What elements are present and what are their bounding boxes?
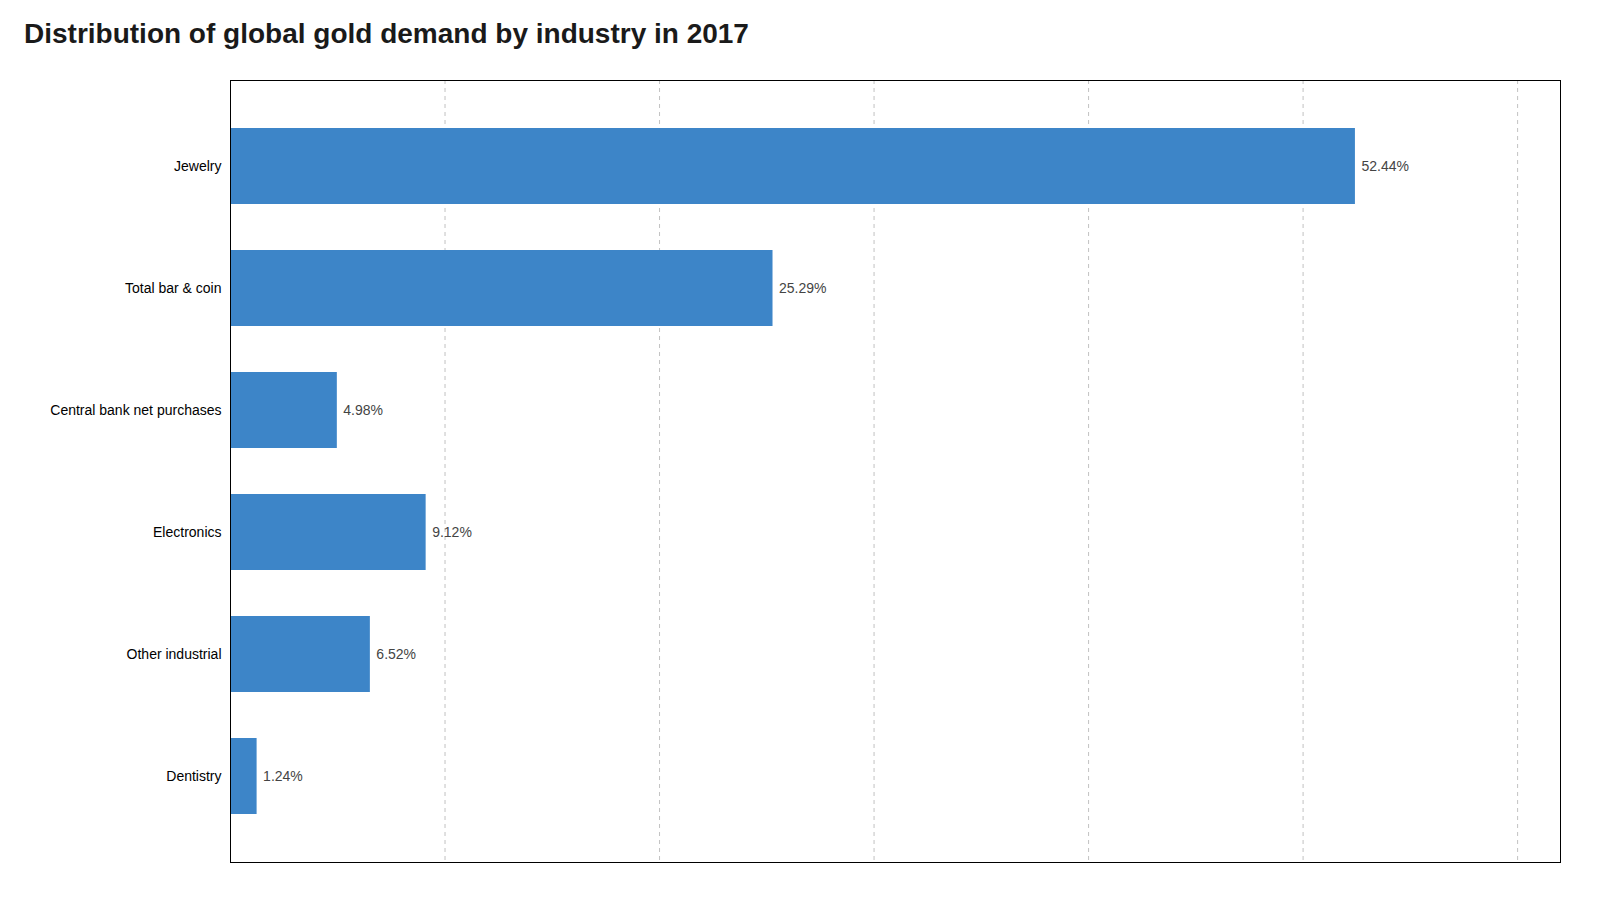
svg-text:9.12%: 9.12%: [432, 524, 472, 540]
svg-text:Total bar & coin: Total bar & coin: [125, 280, 222, 296]
svg-text:6.52%: 6.52%: [376, 646, 416, 662]
svg-text:52.44%: 52.44%: [1361, 158, 1408, 174]
svg-text:Dentistry: Dentistry: [166, 768, 221, 784]
svg-text:1.24%: 1.24%: [263, 768, 303, 784]
svg-text:Central bank net purchases: Central bank net purchases: [50, 402, 221, 418]
svg-text:4.98%: 4.98%: [343, 402, 383, 418]
svg-text:Jewelry: Jewelry: [174, 158, 221, 174]
svg-text:25.29%: 25.29%: [779, 280, 826, 296]
svg-text:Electronics: Electronics: [153, 524, 221, 540]
svg-text:Other industrial: Other industrial: [127, 646, 222, 662]
html-text:Distribution of global gold de: Distribution of global gold demand by in…: [24, 18, 749, 49]
